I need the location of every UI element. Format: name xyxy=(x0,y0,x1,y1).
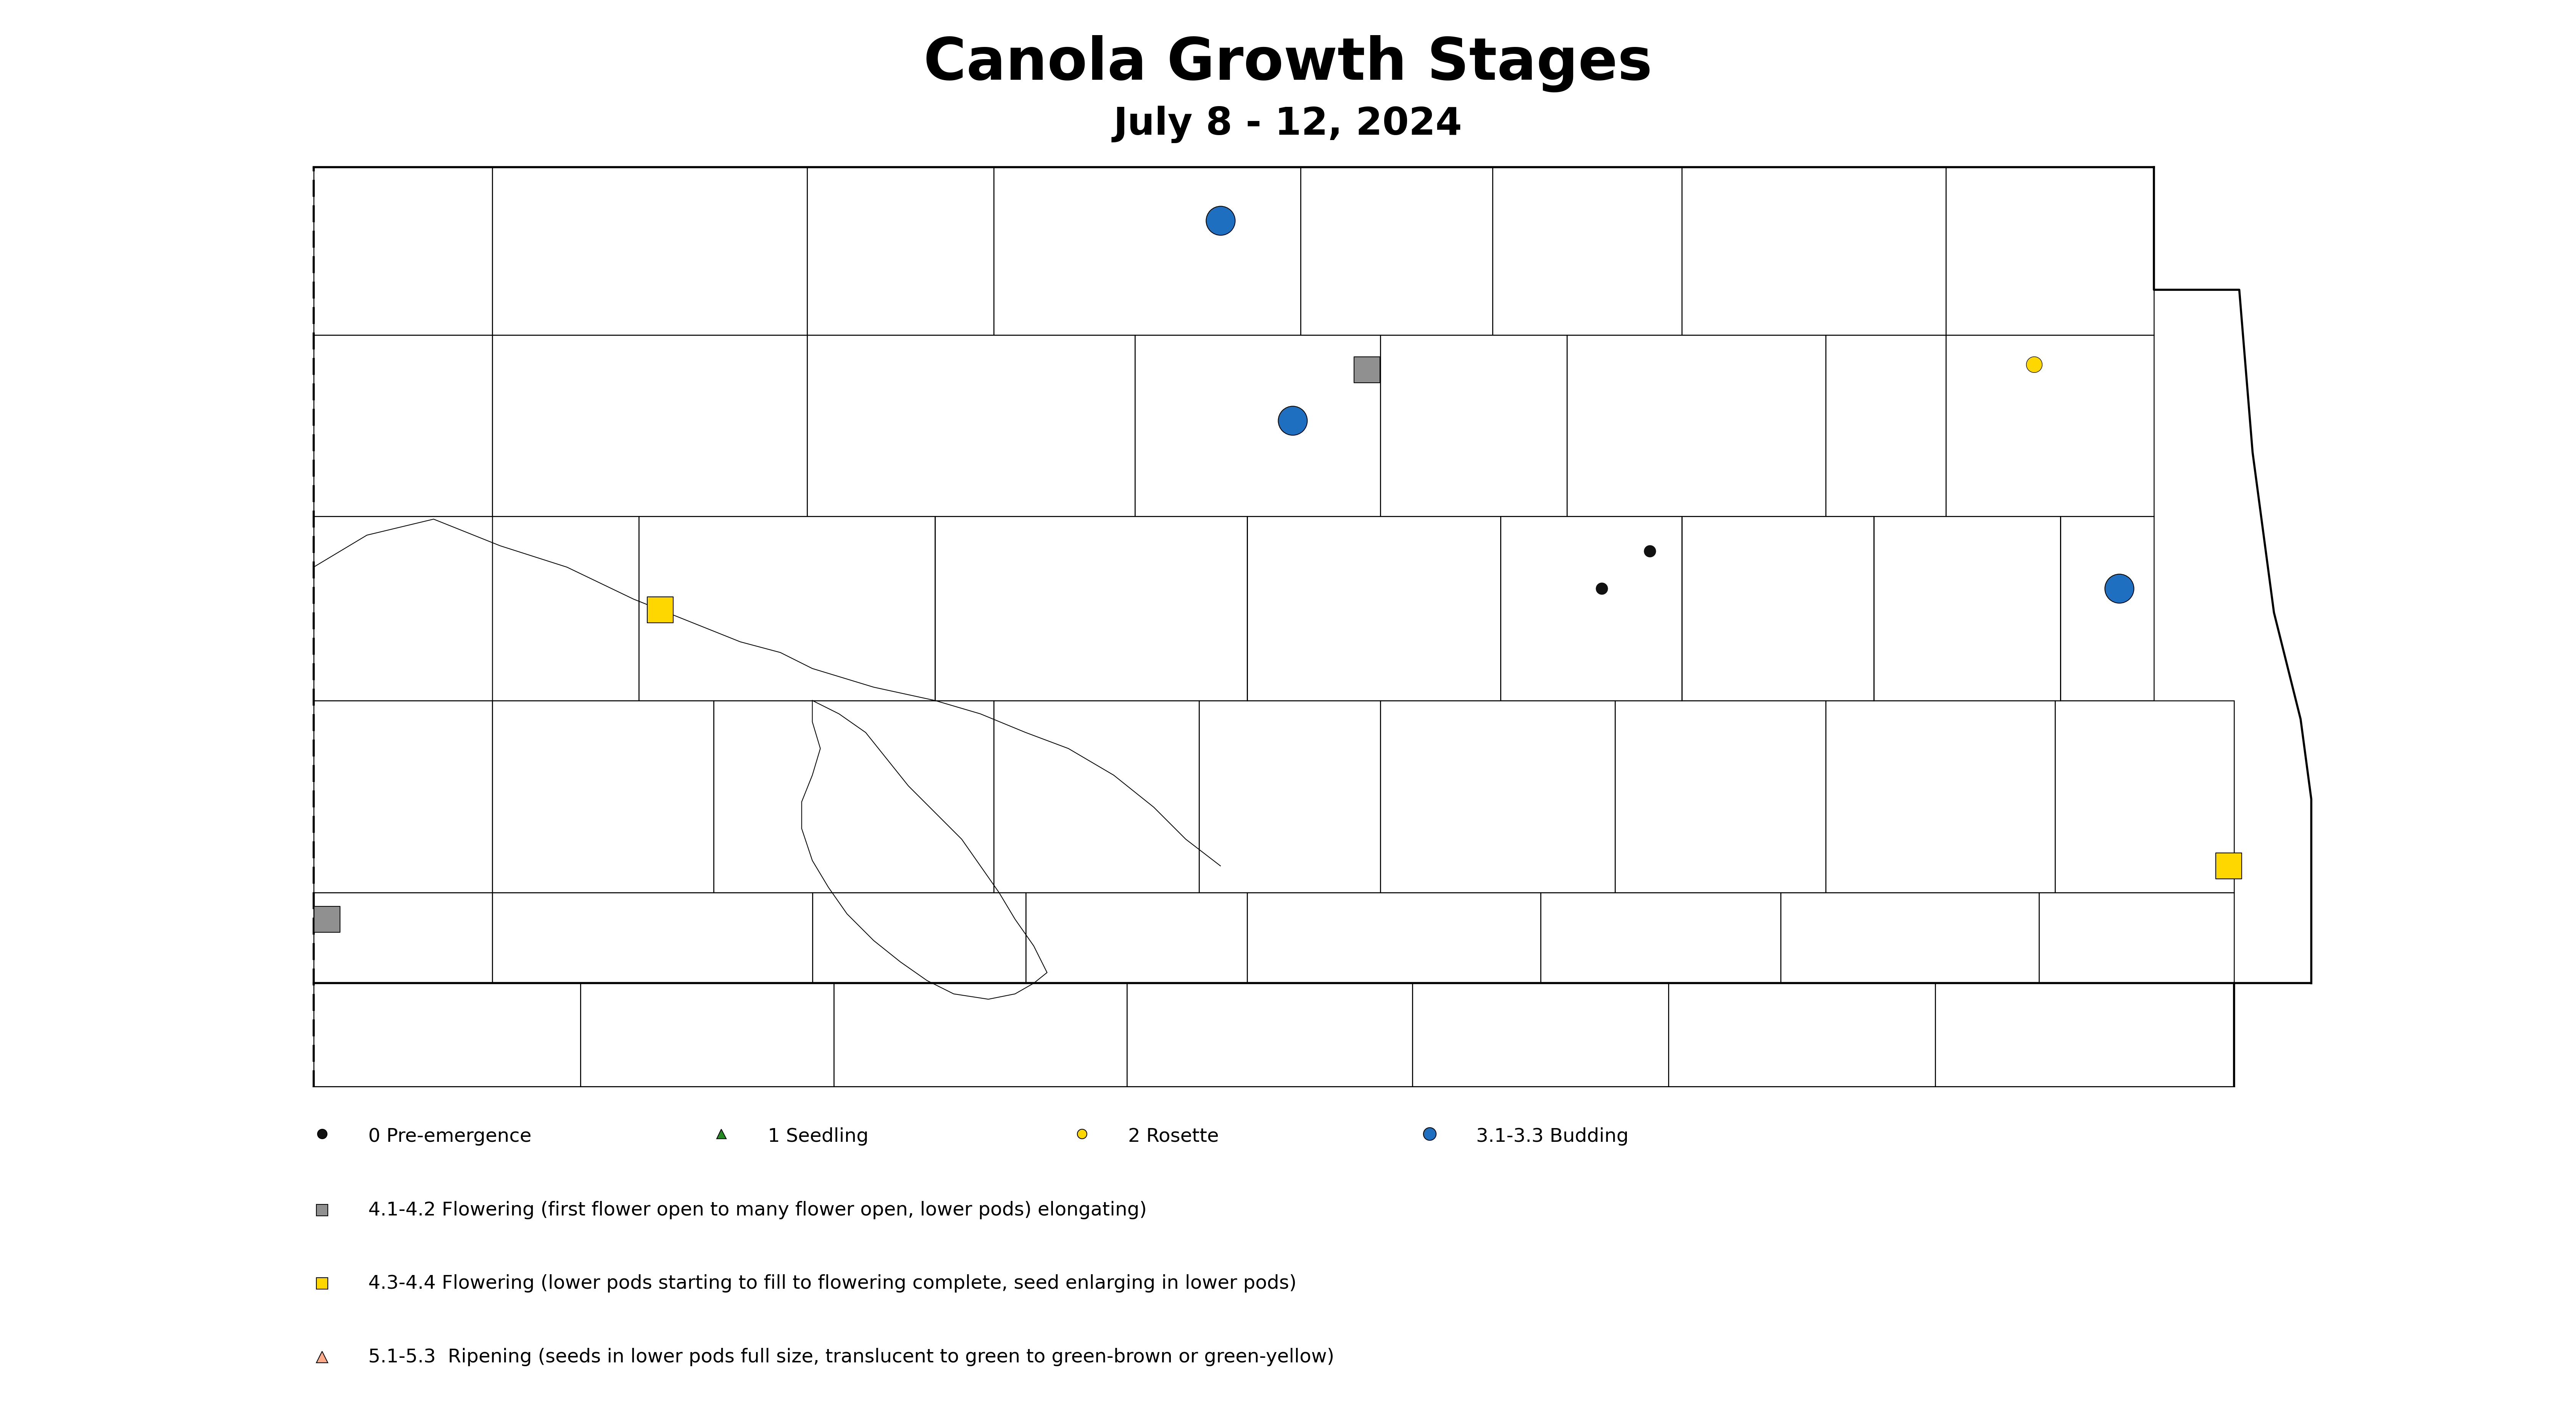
Point xyxy=(1273,409,1314,432)
PathPatch shape xyxy=(994,167,1301,335)
Text: 4.3-4.4 Flowering (lower pods starting to fill to flowering complete, seed enlar: 4.3-4.4 Flowering (lower pods starting t… xyxy=(368,1275,1296,1292)
PathPatch shape xyxy=(1945,167,2154,335)
PathPatch shape xyxy=(806,335,1136,517)
PathPatch shape xyxy=(1381,335,1566,517)
Point xyxy=(2014,353,2056,376)
PathPatch shape xyxy=(2061,517,2154,700)
PathPatch shape xyxy=(1873,517,2061,700)
Text: 5.1-5.3  Ripening (seeds in lower pods full size, translucent to green to green-: 5.1-5.3 Ripening (seeds in lower pods fu… xyxy=(368,1348,1334,1365)
Point xyxy=(2099,578,2141,600)
PathPatch shape xyxy=(1780,892,2040,983)
Point xyxy=(307,908,348,931)
Point xyxy=(1628,539,1669,562)
PathPatch shape xyxy=(1669,983,1935,1087)
Text: Canola Growth Stages: Canola Growth Stages xyxy=(925,35,1651,92)
Text: 3.1-3.3 Budding: 3.1-3.3 Budding xyxy=(1476,1128,1628,1145)
PathPatch shape xyxy=(1247,892,1540,983)
PathPatch shape xyxy=(714,700,994,892)
PathPatch shape xyxy=(806,167,994,335)
Point xyxy=(1347,359,1388,381)
PathPatch shape xyxy=(580,983,835,1087)
PathPatch shape xyxy=(314,892,492,983)
PathPatch shape xyxy=(1499,517,1682,700)
PathPatch shape xyxy=(1682,517,1873,700)
Text: 1 Seedling: 1 Seedling xyxy=(768,1128,868,1145)
PathPatch shape xyxy=(639,517,935,700)
PathPatch shape xyxy=(314,700,492,892)
Text: 2 Rosette: 2 Rosette xyxy=(1128,1128,1218,1145)
PathPatch shape xyxy=(2056,700,2233,892)
PathPatch shape xyxy=(492,892,811,983)
PathPatch shape xyxy=(1301,167,1492,335)
PathPatch shape xyxy=(492,335,806,517)
PathPatch shape xyxy=(1025,892,1247,983)
PathPatch shape xyxy=(1499,517,1682,700)
PathPatch shape xyxy=(1247,517,1499,700)
PathPatch shape xyxy=(2040,892,2233,983)
Point xyxy=(1200,209,1242,232)
PathPatch shape xyxy=(1540,892,1780,983)
PathPatch shape xyxy=(314,335,492,517)
PathPatch shape xyxy=(1412,983,1669,1087)
PathPatch shape xyxy=(314,517,639,700)
Text: 0 Pre-emergence: 0 Pre-emergence xyxy=(368,1128,531,1145)
PathPatch shape xyxy=(1682,167,1945,335)
PathPatch shape xyxy=(1615,700,1826,892)
PathPatch shape xyxy=(835,983,1128,1087)
PathPatch shape xyxy=(935,517,1247,700)
PathPatch shape xyxy=(1826,335,1945,517)
PathPatch shape xyxy=(994,700,1198,892)
PathPatch shape xyxy=(1492,167,1682,335)
PathPatch shape xyxy=(1198,700,1381,892)
Text: 4.1-4.2 Flowering (first flower open to many flower open, lower pods) elongating: 4.1-4.2 Flowering (first flower open to … xyxy=(368,1202,1146,1219)
Point xyxy=(639,599,680,621)
Point xyxy=(2208,854,2249,877)
PathPatch shape xyxy=(1136,335,1381,517)
PathPatch shape xyxy=(1945,335,2154,517)
Point xyxy=(1582,578,1623,600)
PathPatch shape xyxy=(1128,983,1412,1087)
PathPatch shape xyxy=(1566,335,1826,517)
Text: July 8 - 12, 2024: July 8 - 12, 2024 xyxy=(1113,106,1463,143)
PathPatch shape xyxy=(1381,700,1615,892)
PathPatch shape xyxy=(314,983,580,1087)
PathPatch shape xyxy=(492,167,806,335)
PathPatch shape xyxy=(1682,517,1873,700)
PathPatch shape xyxy=(1826,700,2056,892)
PathPatch shape xyxy=(492,700,714,892)
PathPatch shape xyxy=(314,167,492,335)
PathPatch shape xyxy=(1935,983,2233,1087)
PathPatch shape xyxy=(811,892,1025,983)
